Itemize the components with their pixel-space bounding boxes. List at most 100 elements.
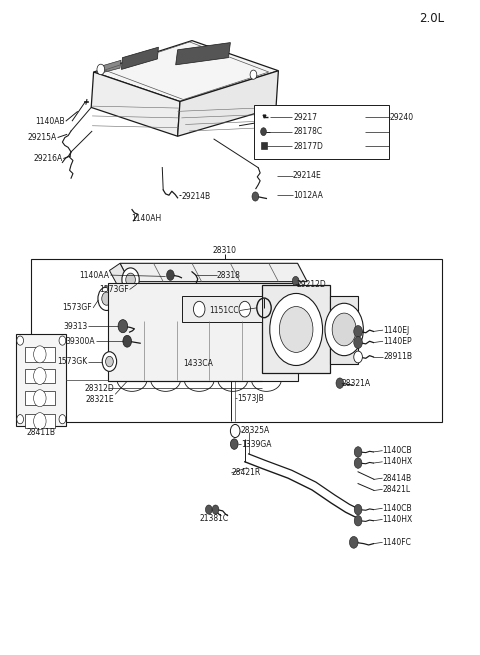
Polygon shape [262, 285, 330, 373]
Text: 28312D: 28312D [84, 384, 114, 393]
Circle shape [325, 303, 363, 356]
Circle shape [354, 458, 362, 468]
Circle shape [34, 367, 46, 384]
Circle shape [354, 515, 362, 526]
Text: 1012AA: 1012AA [293, 191, 323, 200]
Circle shape [230, 439, 238, 449]
Circle shape [354, 504, 362, 515]
Text: 29216A: 29216A [33, 154, 62, 163]
Text: 28321A: 28321A [342, 379, 371, 388]
Circle shape [106, 356, 113, 367]
Text: 39300A: 39300A [65, 337, 95, 346]
Circle shape [205, 505, 212, 514]
Circle shape [59, 415, 66, 424]
Circle shape [126, 273, 135, 286]
Text: 29214E: 29214E [293, 171, 322, 180]
Circle shape [17, 415, 24, 424]
Circle shape [261, 128, 266, 136]
Text: 1433CA: 1433CA [183, 359, 213, 368]
Text: 28178C: 28178C [294, 127, 323, 136]
Text: 2.0L: 2.0L [420, 12, 444, 25]
Polygon shape [109, 263, 130, 288]
Polygon shape [254, 105, 389, 159]
Circle shape [118, 320, 128, 333]
Text: 29215A: 29215A [27, 133, 57, 142]
Text: 29240: 29240 [390, 113, 414, 122]
Circle shape [336, 378, 344, 388]
Text: 29212D: 29212D [297, 280, 326, 289]
Polygon shape [25, 414, 55, 428]
Circle shape [34, 413, 46, 430]
Circle shape [354, 337, 362, 348]
Circle shape [59, 336, 66, 345]
Circle shape [354, 326, 362, 337]
Polygon shape [31, 259, 442, 422]
Polygon shape [102, 60, 121, 73]
Circle shape [17, 336, 24, 345]
Circle shape [34, 346, 46, 363]
Polygon shape [178, 71, 278, 136]
Text: 29217: 29217 [294, 113, 318, 122]
Text: 1140CB: 1140CB [383, 446, 412, 455]
Text: 1140EJ: 1140EJ [383, 326, 409, 335]
Text: 28310: 28310 [213, 246, 237, 255]
Text: 29214B: 29214B [181, 192, 211, 201]
Text: 1339GA: 1339GA [241, 440, 272, 449]
Polygon shape [108, 283, 298, 381]
Text: 28318: 28318 [217, 271, 241, 280]
Text: 1140CB: 1140CB [383, 504, 412, 513]
Circle shape [212, 505, 219, 514]
Circle shape [167, 270, 174, 280]
Circle shape [270, 293, 323, 365]
Text: 1151CC: 1151CC [209, 306, 239, 315]
Text: 28421L: 28421L [383, 485, 411, 494]
Text: 28411B: 28411B [26, 428, 55, 437]
Polygon shape [120, 263, 307, 282]
Circle shape [102, 292, 111, 305]
Polygon shape [25, 347, 55, 362]
Circle shape [349, 536, 358, 548]
Polygon shape [176, 43, 230, 65]
Circle shape [98, 287, 115, 310]
Text: 1140HX: 1140HX [383, 457, 413, 466]
Text: 1573GF: 1573GF [99, 285, 129, 294]
Circle shape [34, 390, 46, 407]
Text: 1140EP: 1140EP [383, 337, 412, 346]
Circle shape [279, 307, 313, 352]
Text: 28421R: 28421R [231, 468, 261, 477]
Circle shape [239, 301, 251, 317]
Circle shape [97, 64, 105, 75]
Polygon shape [91, 72, 180, 136]
Polygon shape [261, 142, 267, 149]
Polygon shape [16, 334, 66, 426]
Text: 28177D: 28177D [294, 141, 324, 151]
Polygon shape [182, 296, 262, 322]
Text: 1140HX: 1140HX [383, 515, 413, 524]
Text: 1573GK: 1573GK [57, 357, 87, 366]
Text: 28911B: 28911B [383, 352, 412, 362]
Polygon shape [330, 296, 358, 364]
Circle shape [193, 301, 205, 317]
Polygon shape [25, 391, 55, 405]
Polygon shape [25, 369, 55, 383]
Text: 28321E: 28321E [85, 395, 114, 404]
Circle shape [250, 70, 257, 79]
Polygon shape [121, 47, 158, 69]
Text: 1140AA: 1140AA [79, 271, 109, 280]
Text: 28325A: 28325A [241, 426, 270, 436]
Circle shape [230, 424, 240, 438]
Text: 28414B: 28414B [383, 474, 412, 483]
Circle shape [122, 268, 139, 291]
Circle shape [332, 313, 356, 346]
Circle shape [354, 351, 362, 363]
Circle shape [354, 447, 362, 457]
Text: 21381C: 21381C [199, 514, 228, 523]
Text: 39313: 39313 [63, 322, 87, 331]
Circle shape [123, 335, 132, 347]
Text: 1140AH: 1140AH [131, 214, 162, 223]
Text: 1140FC: 1140FC [383, 538, 411, 547]
Circle shape [102, 352, 117, 371]
Circle shape [292, 276, 299, 286]
Circle shape [252, 192, 259, 201]
Text: 1140AB: 1140AB [35, 117, 65, 126]
